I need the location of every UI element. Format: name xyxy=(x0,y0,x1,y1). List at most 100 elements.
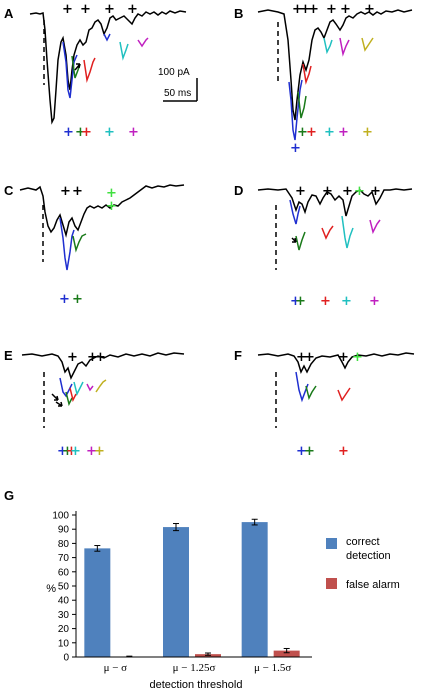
plus-blue-b: + xyxy=(290,141,301,156)
fit-magenta-a xyxy=(137,37,149,48)
plus-top-f4: + xyxy=(352,350,363,365)
plus-cyan-e: + xyxy=(70,444,81,459)
arrow-d xyxy=(291,237,297,243)
y-tick-label-20: 20 xyxy=(58,624,70,635)
plus-top-a2: + xyxy=(80,2,91,17)
plus-magenta-b: + xyxy=(338,125,349,140)
category-labels: μ − σ μ − 1.25σ μ − 1.5σ xyxy=(104,662,292,674)
plus-top-b2: + xyxy=(300,2,311,17)
fit-red-f xyxy=(337,387,351,402)
fit-red-d xyxy=(321,225,334,240)
fit-magenta-b xyxy=(339,37,350,57)
trace-a xyxy=(29,10,187,125)
plus-red-f: + xyxy=(338,444,349,459)
bar-correct-0 xyxy=(84,548,111,657)
plus-blue-c: + xyxy=(59,292,70,307)
plus-cyan-a: + xyxy=(104,125,115,140)
y-axis-ticks: 0 10 20 30 40 50 60 70 80 90 100 xyxy=(52,511,76,664)
plus-top-f1: + xyxy=(296,350,307,365)
panel-letter-d: D xyxy=(234,183,243,198)
bar-correct-2 xyxy=(241,522,268,657)
plus-top-e1: + xyxy=(67,350,78,365)
plus-top-a4: + xyxy=(127,2,138,17)
y-tick-label-40: 40 xyxy=(58,596,70,607)
panel-letter-c: C xyxy=(4,183,14,198)
fit-red-a xyxy=(83,57,96,83)
fit-red-e xyxy=(69,387,77,403)
panel-c-traces: + + + + + + xyxy=(19,184,185,307)
legend-label-correct-line1: correct xyxy=(346,536,380,548)
plus-red-b: + xyxy=(306,125,317,140)
legend: correct detection false alarm xyxy=(326,536,400,591)
y-tick-label-0: 0 xyxy=(63,653,69,664)
y-tick-label-50: 50 xyxy=(58,582,70,593)
y-axis-label: % xyxy=(46,583,56,595)
category-label-2: μ − 1.5σ xyxy=(254,662,291,674)
fit-green-f xyxy=(305,385,317,401)
fit-magenta-e xyxy=(86,383,94,392)
plus-top-c1: + xyxy=(60,184,71,199)
plus-blue-d: + xyxy=(290,294,301,309)
plus-cyan-d: + xyxy=(341,294,352,309)
plus-top-d5: + xyxy=(370,184,381,199)
plus-cyan-b: + xyxy=(324,125,335,140)
panel-letter-b: B xyxy=(234,6,243,21)
plus-magenta-d: + xyxy=(369,294,380,309)
fit-blue2-a xyxy=(103,33,111,42)
y-tick-label-30: 30 xyxy=(58,610,70,621)
plus-top-e3: + xyxy=(95,350,106,365)
fit-cyan-d xyxy=(341,215,354,249)
plus-top-a3: + xyxy=(104,2,115,17)
trace-e xyxy=(21,352,185,381)
plus-top-f2: + xyxy=(304,350,315,365)
bar-chart-g: 0 10 20 30 40 50 60 70 80 90 100 % detection thres… xyxy=(46,511,400,692)
plus-red-d: + xyxy=(320,294,331,309)
bars xyxy=(84,518,300,658)
trace-b xyxy=(257,9,413,121)
plus-top-f3: + xyxy=(338,350,349,365)
bar-false-2 xyxy=(273,650,300,657)
plus-yellow-e: + xyxy=(94,444,105,459)
fit-blue-d xyxy=(289,199,301,225)
fit-cyan-a xyxy=(119,41,129,61)
fit-green-d xyxy=(295,231,306,251)
fit-green-e xyxy=(65,391,73,407)
fit-cyan-b xyxy=(323,37,333,55)
plus-top-d2: + xyxy=(322,184,333,199)
plus-top-c3: + xyxy=(106,186,117,201)
plus-green-a: + xyxy=(75,125,86,140)
panel-letter-e: E xyxy=(4,348,13,363)
panel-letter-a: A xyxy=(4,6,14,21)
y-tick-label-60: 60 xyxy=(58,567,70,578)
trace-d xyxy=(257,188,413,217)
fit-blue-f xyxy=(295,371,309,403)
fit-green-c xyxy=(72,233,87,253)
plus-red-a: + xyxy=(81,125,92,140)
fit-blue-b xyxy=(288,79,303,141)
legend-swatch-false xyxy=(326,578,337,589)
x-axis-label: detection threshold xyxy=(150,679,243,691)
plus-red-e: + xyxy=(66,444,77,459)
panel-e-traces: + + + + + + + + + xyxy=(21,350,185,459)
panel-letter-g: G xyxy=(4,488,14,503)
plus-top-d3: + xyxy=(342,184,353,199)
panel-a-traces: + + + + + + + + + xyxy=(29,2,187,140)
panel-f-traces: + + + + + + + xyxy=(257,350,415,459)
plus-magenta-e: + xyxy=(86,444,97,459)
category-label-0: μ − σ xyxy=(104,662,128,674)
fit-red-b xyxy=(302,63,312,85)
panel-letter-f: F xyxy=(234,348,242,363)
arrow-e2 xyxy=(55,401,63,407)
trace-f xyxy=(257,352,415,375)
plus-top-b1: + xyxy=(292,2,303,17)
y-tick-label-100: 100 xyxy=(52,511,69,522)
y-tick-label-10: 10 xyxy=(58,638,70,649)
plus-green-b: + xyxy=(297,125,308,140)
plus-top-d4: + xyxy=(354,184,365,199)
plus-lime-c-inline: + xyxy=(106,199,117,214)
plus-top-a1: + xyxy=(62,2,73,17)
y-tick-label-70: 70 xyxy=(58,553,70,564)
scale-time-label: 50 ms xyxy=(164,88,191,99)
fit-cyan-e xyxy=(73,381,84,397)
